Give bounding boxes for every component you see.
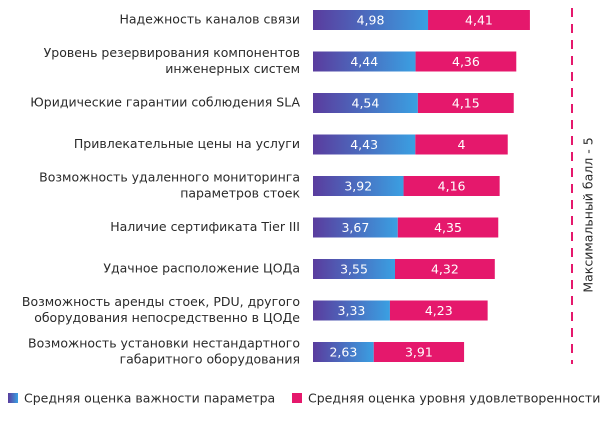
value-label: 3,67: [341, 220, 369, 235]
bar-segment: [403, 176, 500, 196]
bar-segment: [313, 10, 429, 30]
category-label: Возможность аренды стоек, PDU, другого: [22, 294, 300, 309]
bar-segment: [428, 10, 530, 30]
bar-segment: [313, 300, 390, 321]
bar-segment: [389, 300, 488, 321]
bar-segment: [313, 176, 404, 196]
bar-segment: [313, 51, 416, 72]
category-label: оборудования непосредственно в ЦОДе: [34, 310, 300, 325]
category-label: инженерных систем: [165, 61, 300, 76]
value-label: 4,35: [434, 220, 462, 235]
value-label: 4,43: [350, 137, 378, 152]
legend-label: Средняя оценка важности параметра: [24, 391, 275, 406]
bar-segment: [313, 259, 396, 279]
value-label: 3,55: [340, 262, 368, 277]
value-label: 4,23: [425, 303, 453, 318]
bar-segment: [313, 342, 374, 362]
value-label: 4,15: [452, 96, 480, 111]
bar-segment: [313, 217, 398, 238]
bar-segment: [395, 259, 495, 279]
category-label: параметров стоек: [180, 186, 300, 201]
bar-segment: [373, 342, 465, 362]
category-label: Возможность установки нестандартного: [28, 336, 300, 351]
bar-segment: [415, 134, 508, 155]
category-label: Возможность удаленного мониторинга: [39, 170, 300, 185]
bar-segment: [397, 217, 499, 238]
value-label: 3,92: [344, 179, 372, 194]
legend-label: Средняя оценка уровня удовлетворенности: [308, 391, 600, 406]
value-label: 2,63: [329, 345, 357, 360]
value-label: 4,98: [357, 13, 385, 28]
value-label: 4,16: [438, 179, 466, 194]
value-label: 4: [458, 137, 466, 152]
category-label: Уровень резервирования компонентов: [44, 45, 300, 60]
bar-segment: [415, 51, 517, 72]
bar-segment: [417, 93, 514, 113]
category-label: Юридические гарантии соблюдения SLA: [30, 95, 300, 110]
legend-swatch: [8, 393, 18, 403]
value-label: 4,54: [352, 96, 380, 111]
value-label: 4,36: [452, 54, 480, 69]
category-label: Удачное расположение ЦОДа: [103, 261, 300, 276]
category-label: Наличие сертификата Tier III: [110, 219, 300, 234]
legend-swatch: [292, 393, 302, 403]
annotation: Максимальный балл - 5: [581, 137, 596, 292]
value-label: 3,33: [338, 303, 366, 318]
category-label: Привлекательные цены на услуги: [74, 136, 300, 151]
value-label: 4,41: [465, 13, 493, 28]
category-label: Надежность каналов связи: [119, 12, 300, 27]
category-label: габаритного оборудования: [120, 352, 300, 367]
value-label: 4,44: [350, 54, 378, 69]
value-label: 4,32: [431, 262, 459, 277]
bar-segment: [313, 134, 416, 155]
value-label: 3,91: [405, 345, 433, 360]
bar-segment: [313, 93, 418, 113]
